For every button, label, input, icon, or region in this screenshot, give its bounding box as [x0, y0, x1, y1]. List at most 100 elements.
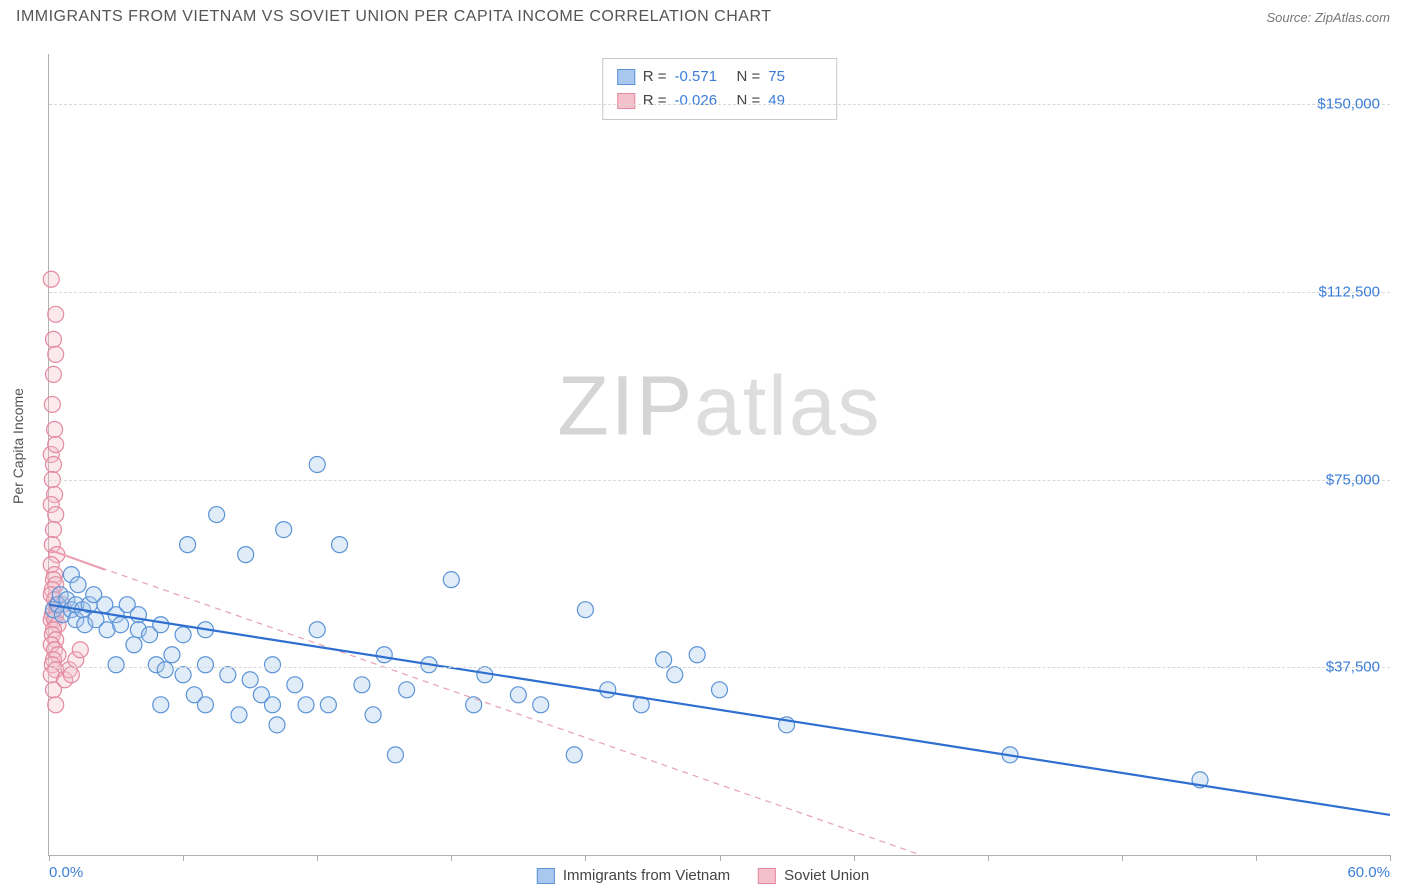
xtick-label: 60.0%: [1347, 864, 1390, 881]
chart-header: IMMIGRANTS FROM VIETNAM VS SOVIET UNION …: [0, 0, 1406, 30]
source-prefix: Source:: [1266, 10, 1314, 25]
data-point-vietnam: [309, 457, 325, 473]
data-point-vietnam: [712, 682, 728, 698]
data-point-vietnam: [354, 677, 370, 693]
data-point-vietnam: [153, 617, 169, 633]
data-point-soviet: [48, 697, 64, 713]
data-point-vietnam: [600, 682, 616, 698]
data-point-vietnam: [365, 707, 381, 723]
data-point-vietnam: [242, 672, 258, 688]
data-point-vietnam: [376, 647, 392, 663]
data-point-soviet: [48, 436, 64, 452]
stats-row-vietnam: R = -0.571 N = 75: [617, 65, 823, 89]
data-point-soviet: [48, 346, 64, 362]
data-point-soviet: [45, 366, 61, 382]
stats-row-soviet: R = -0.026 N = 49: [617, 89, 823, 113]
data-point-soviet: [44, 396, 60, 412]
stat-n-value-soviet: 49: [768, 89, 822, 113]
data-point-vietnam: [276, 522, 292, 538]
data-point-vietnam: [466, 697, 482, 713]
plot-svg: [49, 54, 1390, 855]
source-name: ZipAtlas.com: [1315, 10, 1390, 25]
xtick: [183, 855, 184, 861]
swatch-soviet: [617, 93, 635, 109]
data-point-soviet: [48, 306, 64, 322]
swatch-vietnam: [537, 868, 555, 884]
xtick: [720, 855, 721, 861]
data-point-soviet: [48, 507, 64, 523]
gridline: [49, 292, 1390, 293]
xtick: [854, 855, 855, 861]
legend-label-vietnam: Immigrants from Vietnam: [563, 867, 730, 884]
ytick-label: $37,500: [1326, 659, 1380, 676]
stat-r-label: R =: [643, 65, 667, 89]
data-point-vietnam: [656, 652, 672, 668]
stat-r-value-soviet: -0.026: [675, 89, 729, 113]
data-point-vietnam: [70, 577, 86, 593]
data-point-soviet: [45, 457, 61, 473]
data-point-vietnam: [153, 697, 169, 713]
data-point-vietnam: [157, 662, 173, 678]
plot-area: ZIPatlas R = -0.571 N = 75 R = -0.026 N …: [48, 54, 1390, 856]
data-point-vietnam: [197, 657, 213, 673]
data-point-vietnam: [399, 682, 415, 698]
data-point-soviet: [72, 642, 88, 658]
legend-item-vietnam: Immigrants from Vietnam: [537, 867, 730, 884]
data-point-vietnam: [320, 697, 336, 713]
xtick: [1390, 855, 1391, 861]
data-point-vietnam: [220, 667, 236, 683]
ytick-label: $75,000: [1326, 471, 1380, 488]
data-point-vietnam: [209, 507, 225, 523]
data-point-vietnam: [164, 647, 180, 663]
y-axis-label: Per Capita Income: [10, 388, 26, 504]
ytick-label: $112,500: [1319, 283, 1380, 300]
data-point-vietnam: [175, 627, 191, 643]
xtick: [451, 855, 452, 861]
data-point-vietnam: [180, 537, 196, 553]
swatch-soviet: [758, 868, 776, 884]
stat-r-label: R =: [643, 89, 667, 113]
data-point-vietnam: [298, 697, 314, 713]
stat-n-label: N =: [737, 89, 761, 113]
data-point-vietnam: [113, 617, 129, 633]
data-point-vietnam: [387, 747, 403, 763]
bottom-legend: Immigrants from Vietnam Soviet Union: [537, 867, 869, 884]
data-point-vietnam: [265, 657, 281, 673]
data-point-vietnam: [577, 602, 593, 618]
data-point-vietnam: [175, 667, 191, 683]
data-point-soviet: [43, 271, 59, 287]
data-point-vietnam: [231, 707, 247, 723]
data-point-vietnam: [689, 647, 705, 663]
data-point-vietnam: [667, 667, 683, 683]
data-point-soviet: [47, 421, 63, 437]
data-point-soviet: [45, 522, 61, 538]
data-point-vietnam: [566, 747, 582, 763]
gridline: [49, 104, 1390, 105]
data-point-vietnam: [197, 697, 213, 713]
trend-line-vietnam: [49, 605, 1390, 815]
data-point-soviet: [45, 331, 61, 347]
chart-container: ZIPatlas R = -0.571 N = 75 R = -0.026 N …: [48, 54, 1390, 856]
data-point-vietnam: [108, 657, 124, 673]
gridline: [49, 667, 1390, 668]
stat-n-label: N =: [737, 65, 761, 89]
stats-box: R = -0.571 N = 75 R = -0.026 N = 49: [602, 58, 838, 120]
data-point-vietnam: [309, 622, 325, 638]
data-point-vietnam: [510, 687, 526, 703]
xtick: [317, 855, 318, 861]
data-point-vietnam: [269, 717, 285, 733]
data-point-vietnam: [238, 547, 254, 563]
swatch-vietnam: [617, 69, 635, 85]
gridline: [49, 480, 1390, 481]
ytick-label: $150,000: [1317, 96, 1380, 113]
data-point-vietnam: [332, 537, 348, 553]
xtick: [49, 855, 50, 861]
xtick: [1122, 855, 1123, 861]
chart-title: IMMIGRANTS FROM VIETNAM VS SOVIET UNION …: [16, 8, 772, 26]
xtick: [988, 855, 989, 861]
xtick: [585, 855, 586, 861]
xtick-label: 0.0%: [49, 864, 83, 881]
data-point-vietnam: [287, 677, 303, 693]
data-point-vietnam: [126, 637, 142, 653]
data-point-vietnam: [533, 697, 549, 713]
